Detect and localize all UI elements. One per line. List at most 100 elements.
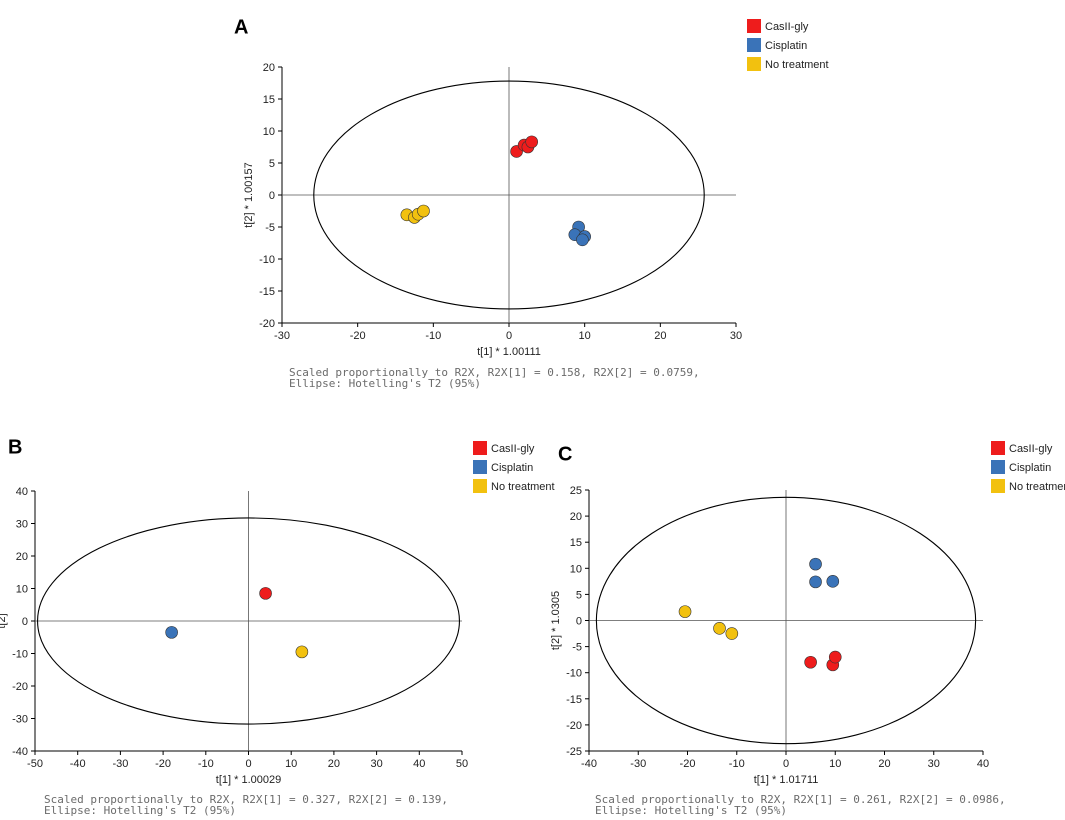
y-tick-label: 20 bbox=[570, 511, 582, 523]
x-axis-label: t[1] * 1.00111 bbox=[477, 346, 541, 358]
x-tick-label: 40 bbox=[977, 758, 989, 770]
x-tick-label: -30 bbox=[274, 330, 290, 342]
y-tick-label: -20 bbox=[259, 318, 275, 330]
legend-label: No treatment bbox=[1009, 481, 1065, 493]
y-axis-label: t[2] bbox=[0, 613, 8, 628]
x-tick-label: 30 bbox=[370, 758, 382, 770]
data-point-cisplatin bbox=[826, 575, 840, 588]
hotelling-ellipse bbox=[37, 517, 460, 725]
legend-label: No treatment bbox=[765, 59, 829, 71]
panel-label: C bbox=[558, 444, 572, 466]
x-tick-label: 0 bbox=[783, 758, 789, 770]
data-point-casii-gly bbox=[804, 655, 817, 669]
y-tick-label: 0 bbox=[576, 616, 582, 628]
panel-label: A bbox=[234, 17, 248, 39]
legend-swatch bbox=[991, 460, 1005, 474]
y-tick-label: 10 bbox=[570, 563, 582, 575]
y-tick-label: -5 bbox=[265, 222, 275, 234]
x-tick-label: -40 bbox=[70, 758, 86, 770]
y-tick-label: 40 bbox=[16, 486, 28, 498]
x-tick-label: 10 bbox=[829, 758, 841, 770]
legend-label: No treatment bbox=[491, 481, 555, 493]
y-tick-label: -15 bbox=[566, 694, 582, 706]
legend-label: Cisplatin bbox=[1009, 462, 1051, 474]
panel-a: A-30 -20 -10 0 10 20 30-20-15-10-505101520t[1]… bbox=[234, 17, 829, 390]
legend-label: CasII-gly bbox=[1009, 443, 1053, 455]
legend-swatch bbox=[747, 38, 761, 52]
caption-line: Scaled proportionally to R2X, R2X[1] = 0… bbox=[289, 366, 700, 379]
caption-line: Ellipse: Hotelling's T2 (95%) bbox=[289, 377, 481, 390]
data-point-casii-gly bbox=[828, 650, 842, 664]
y-tick-label: -15 bbox=[259, 286, 275, 298]
x-tick-label: 20 bbox=[878, 758, 890, 770]
x-tick-label: -10 bbox=[425, 330, 441, 342]
caption-line: Ellipse: Hotelling's T2 (95%) bbox=[595, 804, 787, 817]
y-tick-label: -25 bbox=[566, 746, 582, 758]
legend-swatch bbox=[747, 19, 761, 33]
legend-swatch bbox=[991, 479, 1005, 493]
y-tick-label: -10 bbox=[12, 649, 28, 661]
y-tick-label: 20 bbox=[16, 551, 28, 563]
y-tick-label: 5 bbox=[269, 158, 275, 170]
legend-label: Cisplatin bbox=[491, 462, 533, 474]
data-point-casii-gly bbox=[525, 135, 539, 149]
legend-swatch bbox=[991, 441, 1005, 455]
x-tick-label: 0 bbox=[245, 758, 251, 770]
data-point-no-treatment bbox=[295, 645, 309, 659]
y-tick-label: -20 bbox=[566, 720, 582, 732]
y-tick-label: 15 bbox=[570, 537, 582, 549]
legend-swatch bbox=[473, 479, 487, 493]
x-tick-label: 0 bbox=[506, 330, 512, 342]
y-tick-label: -40 bbox=[12, 746, 28, 758]
x-tick-label: 30 bbox=[928, 758, 940, 770]
data-point-cisplatin bbox=[165, 626, 178, 639]
x-tick-label: -20 bbox=[350, 330, 366, 342]
y-tick-label: -30 bbox=[12, 714, 28, 726]
x-tick-label: 10 bbox=[579, 330, 591, 342]
caption-line: Scaled proportionally to R2X, R2X[1] = 0… bbox=[595, 793, 1006, 806]
caption-line: Ellipse: Hotelling's T2 (95%) bbox=[44, 804, 236, 817]
y-tick-label: 20 bbox=[263, 62, 275, 74]
caption-line: Scaled proportionally to R2X, R2X[1] = 0… bbox=[44, 793, 448, 806]
panel-b: B-50 -40 -30 -20 -10 0 10 20 30 40 50-40-30-20-100… bbox=[0, 437, 555, 817]
data-point-no-treatment bbox=[725, 627, 739, 640]
x-tick-label: 20 bbox=[328, 758, 340, 770]
legend-label: CasII-gly bbox=[765, 21, 809, 33]
y-tick-label: 25 bbox=[570, 485, 582, 497]
y-tick-label: 10 bbox=[263, 126, 275, 138]
data-point-no-treatment bbox=[678, 605, 692, 618]
y-tick-label: -10 bbox=[259, 254, 275, 266]
x-tick-label: -10 bbox=[198, 758, 214, 770]
x-tick-label: -50 bbox=[27, 758, 43, 770]
y-axis-label: t[2] * 1.0305 bbox=[550, 591, 562, 650]
y-tick-label: -10 bbox=[566, 668, 582, 680]
hotelling-ellipse bbox=[595, 496, 977, 745]
y-tick-label: 5 bbox=[576, 589, 582, 601]
panel-c: C -40 -30 -20 -10 0 10 20 30 40 -25 -20 -15 -10 -5 0 5 10… bbox=[550, 441, 1065, 817]
data-point-casii-gly bbox=[259, 587, 272, 600]
y-tick-label: 10 bbox=[16, 584, 28, 596]
x-tick-label: 10 bbox=[285, 758, 297, 770]
x-tick-label: -40 bbox=[581, 758, 597, 770]
y-tick-label: 30 bbox=[16, 519, 28, 531]
x-tick-label: -30 bbox=[630, 758, 646, 770]
y-tick-label: -5 bbox=[572, 642, 582, 654]
data-point-no-treatment bbox=[713, 622, 726, 635]
x-tick-label: -30 bbox=[112, 758, 128, 770]
x-axis-label: t[1] * 1.01711 bbox=[754, 774, 819, 786]
y-axis-label: t[2] * 1.00157 bbox=[243, 162, 255, 227]
x-tick-label: 50 bbox=[456, 758, 468, 770]
hotelling-ellipse bbox=[313, 80, 705, 310]
y-tick-label: 15 bbox=[263, 94, 275, 106]
legend-label: Cisplatin bbox=[765, 40, 807, 52]
legend-swatch bbox=[473, 441, 487, 455]
panel-label: B bbox=[8, 437, 22, 459]
data-point-cisplatin bbox=[576, 233, 589, 247]
y-tick-label: 0 bbox=[269, 190, 275, 202]
legend-swatch bbox=[473, 460, 487, 474]
x-axis-label: t[1] * 1.00029 bbox=[216, 774, 281, 786]
data-point-cisplatin bbox=[809, 557, 822, 571]
x-tick-label: 30 bbox=[730, 330, 742, 342]
x-tick-label: -10 bbox=[729, 758, 745, 770]
